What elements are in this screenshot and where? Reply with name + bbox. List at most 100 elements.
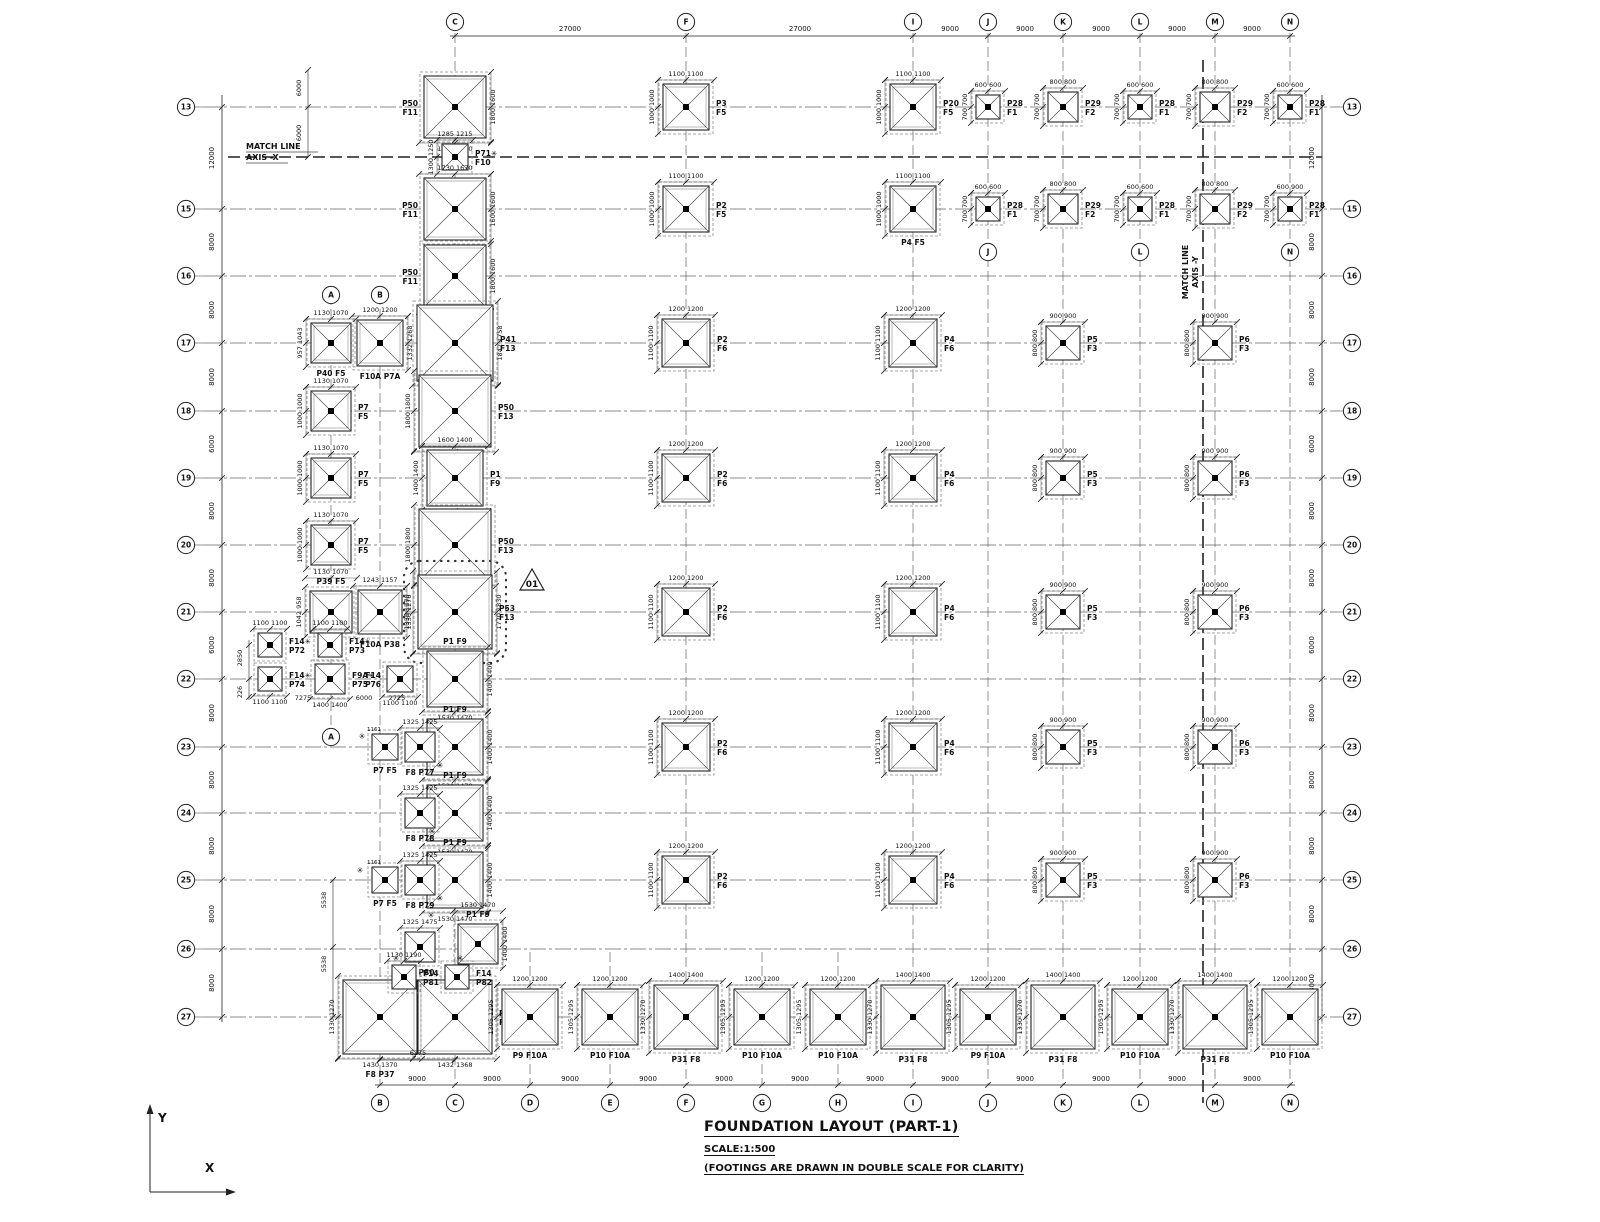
pier-mark [452, 609, 458, 615]
pier-label: F14 [423, 969, 439, 978]
top-dim: 9000 [941, 25, 959, 33]
pier-mark [327, 676, 333, 682]
column-bubble-F: F [676, 12, 696, 32]
footing-dim-top: 900 900 [1202, 849, 1229, 857]
footing-dim-left: 1305 1295 [719, 999, 727, 1034]
footing-dim-top: 600 600 [975, 183, 1002, 191]
right-dim: 8000 [1308, 771, 1316, 789]
footing-inner-outline [812, 991, 864, 1043]
row-bubble-left-25-label: 25 [181, 876, 191, 885]
footing-outline-dashed [382, 661, 418, 697]
column-bubble-C-label: C [452, 1099, 458, 1108]
pier-label: P50 [498, 403, 514, 412]
column-bubble-C: C [445, 12, 465, 32]
column-bubble-I: I [903, 12, 923, 32]
bottom-dim: 9000 [1016, 1075, 1034, 1083]
pier-label: F8 P78 [406, 834, 435, 843]
footing-dim-left: 1800 1800 [404, 527, 412, 562]
footing-dim-top: 900 900 [1050, 849, 1077, 857]
match-line-y-label: MATCH LINE [1181, 245, 1190, 300]
footing-inner-outline [891, 456, 935, 500]
footing-dim-top: 1243 1157 [362, 576, 397, 584]
footing-dim-top: 1325 1425 [402, 784, 437, 792]
right-dim: 8000 [1308, 368, 1316, 386]
column-bubble-L-label: L [1138, 1099, 1143, 1108]
column-bubble-I-label: I [912, 18, 915, 27]
footing-dim-right: 1600 1600 [489, 191, 497, 226]
pier-mark [910, 475, 916, 481]
footing-label: F6 [944, 881, 954, 890]
footing-inner-outline [313, 393, 349, 429]
row-bubble-left-24-label: 24 [181, 809, 191, 818]
right-dim: 8000 [1308, 905, 1316, 923]
footing-outline-dashed [253, 662, 287, 696]
footing-dim-top: 1130 1190 [386, 951, 421, 959]
row-bubble-left-27-label: 27 [181, 1013, 191, 1022]
pier-label: P71✳ [475, 149, 497, 158]
column-bubble-K-label: K [1060, 1099, 1067, 1108]
footing-P7-F5: P7 F5 [367, 862, 403, 908]
pier-label: P31 F8 [899, 1055, 928, 1064]
pier-mark [1060, 877, 1066, 883]
footing-dim-left: 1305 1295 [1097, 999, 1105, 1034]
footing-P9-F10A: 1200 1200 1305 1295 P9 F10A [487, 975, 567, 1060]
pier-label: P7 F5 [373, 766, 397, 775]
footing-dim-top: 600 900 [1277, 183, 1304, 191]
pier-mark [985, 206, 991, 212]
footing-dim-left: 800 800 [1031, 330, 1039, 357]
footing-label: F3 [1087, 881, 1097, 890]
pier-label: F8 P77 [406, 768, 435, 777]
right-dim: 8000 [1308, 704, 1316, 722]
bottom-dim: 9000 [561, 1075, 579, 1083]
footing-dim-left: 1400 1400 [412, 460, 420, 495]
column-bubble-A-label: A [328, 733, 334, 742]
pier-mark [1287, 104, 1293, 110]
right-dim: 8000 [1308, 974, 1316, 992]
annotation: 2850 [236, 650, 244, 667]
footing-label: P72 [289, 646, 305, 655]
row-bubble-left-16: 16 [176, 266, 196, 286]
footing-dim-left: 1305 1295 [567, 999, 575, 1034]
footing-dim-right: 1400 1400 [486, 661, 494, 696]
column-bubble-L: L [1130, 1093, 1150, 1113]
footing-dim-top: 1325 1425 [402, 718, 437, 726]
drawing-note: (FOOTINGS ARE DRAWN IN DOUBLE SCALE FOR … [704, 1163, 1024, 1175]
annotation: 5538 [320, 956, 328, 973]
footing-inner-outline [1114, 991, 1166, 1043]
left-dim: 8000 [208, 771, 216, 789]
pier-label: P4 [944, 335, 955, 344]
footing-outline-dashed [306, 386, 356, 436]
footing-dim-left: 1000 1000 [648, 191, 656, 226]
pier-mark [267, 642, 273, 648]
footing-dim-left: 1000 1000 [296, 460, 304, 495]
pier-label: P4 [944, 872, 955, 881]
pier-label: P6 [1239, 739, 1250, 748]
footing-dim-top: 1530 1470 [460, 901, 495, 909]
footing-outline-dashed [422, 646, 488, 712]
right-dim: 8000 [1308, 502, 1316, 520]
annotation: 6000 [356, 694, 373, 702]
footing-dim-bottom: 1530 1470 [437, 714, 472, 722]
pier-label: P31 F8 [1049, 1055, 1078, 1064]
pier-mark [683, 609, 689, 615]
footing-outline-dashed [338, 975, 422, 1059]
pier-label: P6 [1239, 470, 1250, 479]
title-block: FOUNDATION LAYOUT (PART-1) SCALE:1:500 (… [704, 1116, 1024, 1175]
row-bubble-left-18: 18 [176, 401, 196, 421]
pier-label: P9 F10A [513, 1051, 548, 1060]
footing-dim-left: 800 800 [1183, 867, 1191, 894]
row-bubble-left-21: 21 [176, 602, 196, 622]
column-bubble-E-label: E [607, 1099, 612, 1108]
annotation: ✳ [457, 954, 464, 963]
row-bubble-right-23: 23 [1342, 737, 1362, 757]
footing-dim-top: 1200 1200 [668, 440, 703, 448]
